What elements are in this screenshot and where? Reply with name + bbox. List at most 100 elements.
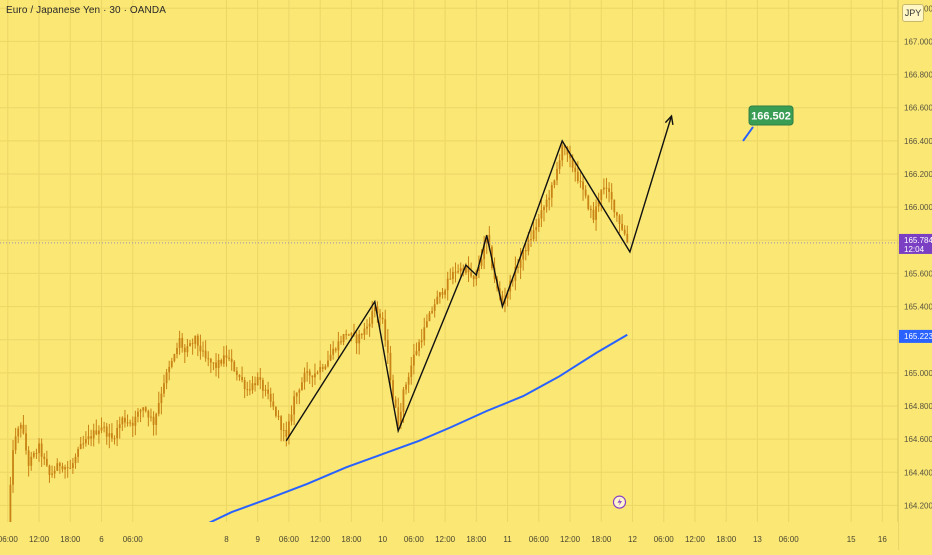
time-tick-label: 18:00 bbox=[591, 535, 612, 544]
candle bbox=[194, 335, 197, 349]
candle bbox=[181, 333, 184, 353]
candle-body bbox=[571, 158, 574, 168]
candle-body bbox=[243, 380, 246, 390]
candle-body bbox=[610, 191, 613, 200]
ma-badge-bg bbox=[899, 329, 932, 343]
candle-body bbox=[597, 200, 600, 207]
candle bbox=[207, 351, 210, 367]
candle bbox=[582, 175, 584, 201]
candle-body bbox=[386, 340, 389, 353]
candle bbox=[407, 372, 410, 393]
time-tick-label: 06:00 bbox=[0, 535, 18, 544]
candle bbox=[584, 185, 587, 199]
candle-body bbox=[293, 396, 296, 415]
candle bbox=[277, 410, 280, 421]
candle bbox=[137, 408, 139, 423]
candle bbox=[248, 380, 251, 396]
candle bbox=[222, 346, 225, 367]
candle-body bbox=[623, 229, 626, 234]
candle-body bbox=[366, 326, 368, 329]
candle bbox=[613, 199, 616, 218]
candle bbox=[345, 329, 348, 340]
candle bbox=[32, 451, 35, 459]
candle bbox=[131, 416, 134, 437]
grid-lines bbox=[0, 0, 898, 522]
candle-body bbox=[483, 243, 486, 260]
candle bbox=[220, 358, 223, 367]
candle-body bbox=[92, 430, 95, 439]
candle-body bbox=[277, 415, 280, 417]
candle-body bbox=[134, 416, 137, 426]
candle-body bbox=[522, 250, 525, 260]
candle-body bbox=[163, 383, 165, 394]
candle bbox=[522, 249, 525, 271]
candle-body bbox=[160, 393, 163, 404]
candle-body bbox=[77, 449, 79, 457]
price-tick-label: 165.600 bbox=[904, 269, 932, 278]
candle bbox=[79, 436, 82, 450]
candle bbox=[327, 350, 329, 368]
currency-button[interactable]: JPY bbox=[902, 4, 924, 22]
candle bbox=[144, 406, 147, 413]
time-tick-label: 06:00 bbox=[654, 535, 675, 544]
candle-body bbox=[144, 407, 147, 412]
zigzag-pattern-line bbox=[285, 115, 673, 442]
candle-body bbox=[355, 334, 358, 344]
candle bbox=[452, 266, 454, 285]
moving-average-price-badge: 165.223 bbox=[899, 329, 932, 343]
candle bbox=[290, 405, 293, 426]
candle bbox=[189, 340, 191, 347]
candle bbox=[209, 357, 212, 373]
candle-body bbox=[314, 373, 316, 378]
candle-body bbox=[517, 266, 519, 268]
candle bbox=[425, 314, 428, 328]
candle-body bbox=[43, 456, 46, 459]
moving-average-line bbox=[199, 333, 628, 528]
candle bbox=[423, 317, 426, 346]
candle-body bbox=[230, 358, 233, 362]
candle-body bbox=[155, 413, 158, 425]
candle-body bbox=[530, 239, 532, 241]
candle-body bbox=[264, 389, 267, 391]
candle bbox=[66, 460, 69, 478]
candle bbox=[394, 396, 397, 409]
arrow-head-icon bbox=[664, 114, 674, 126]
price-tick-label: 164.400 bbox=[904, 468, 932, 477]
candle-body bbox=[90, 436, 93, 439]
candle bbox=[368, 317, 371, 337]
candle bbox=[87, 424, 90, 445]
candle bbox=[553, 179, 556, 189]
candle bbox=[282, 423, 285, 442]
time-tick-label: 18:00 bbox=[466, 535, 487, 544]
candle-body bbox=[272, 401, 275, 407]
candle bbox=[202, 341, 204, 357]
candle-body bbox=[290, 414, 293, 422]
candle-body bbox=[478, 265, 480, 272]
candle-body bbox=[558, 160, 561, 169]
candle-body bbox=[228, 357, 230, 359]
candle bbox=[420, 329, 423, 349]
candle bbox=[340, 335, 342, 345]
candle-body bbox=[561, 145, 564, 161]
candle bbox=[431, 306, 433, 315]
candle-body bbox=[74, 456, 77, 464]
candle-body bbox=[35, 453, 38, 455]
candle bbox=[165, 368, 168, 390]
candle-body bbox=[165, 372, 168, 384]
candle bbox=[623, 225, 626, 236]
lightning-event-icon bbox=[612, 495, 627, 509]
candle bbox=[454, 262, 457, 283]
candle bbox=[108, 423, 111, 449]
candle-body bbox=[340, 341, 342, 343]
candle bbox=[264, 384, 267, 397]
candle bbox=[155, 412, 158, 436]
candle-body bbox=[215, 362, 217, 368]
candle bbox=[397, 397, 400, 428]
candle-body bbox=[113, 438, 116, 440]
candle bbox=[170, 357, 173, 369]
candle-body bbox=[267, 389, 269, 394]
candle bbox=[241, 366, 243, 383]
candle-body bbox=[40, 443, 43, 457]
